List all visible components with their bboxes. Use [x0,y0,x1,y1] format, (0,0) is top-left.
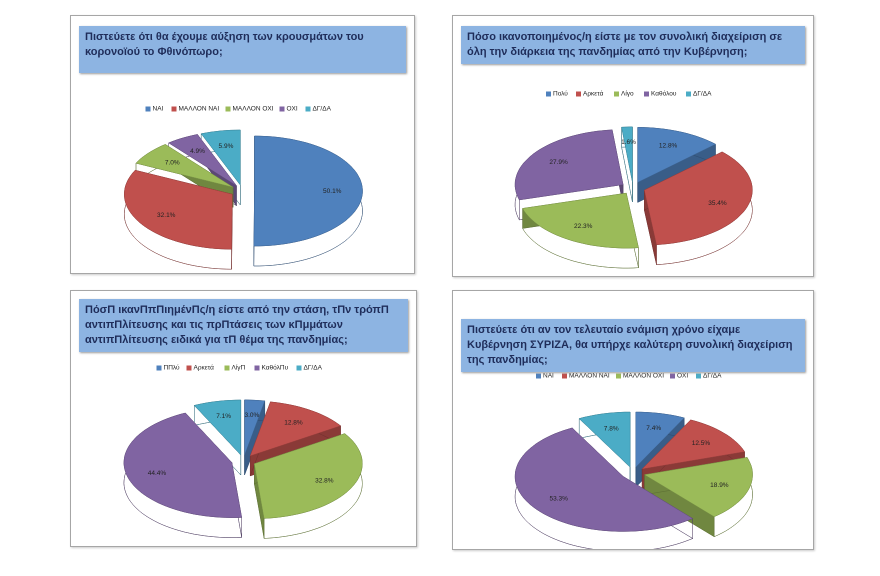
slice [644,151,753,245]
data-label: 18.9% [710,482,729,489]
data-label: 44.4% [148,470,167,477]
legend-swatch [562,373,567,379]
chart-panel: Πολύ Αρκετά Λίγο Καθόλου ΔΓ/ΔΑ 12.8% 35.4% 22.3… [452,15,814,277]
slice [249,401,342,457]
legend-swatch [224,365,230,371]
data-label: 32.8% [315,478,334,485]
slice [635,411,685,468]
legend-label: ΔΓ/ΔΑ [693,91,712,98]
slice [514,427,694,532]
data-label: 35.4% [708,200,727,207]
legend-swatch [670,373,675,379]
data-label: 7.1% [216,413,231,420]
data-label: 1.6% [621,139,636,146]
chart-panel: ΠΠλύ Αρκετά ΛίγΠ ΚαθόλΠυ ΔΓ/ΔΑ 3.0% 12.8% 32.8%… [70,290,417,547]
legend-swatch [696,373,701,379]
legend-label: ΔΓ/ΔΑ [313,106,332,113]
legend-label: ΠΠλύ [164,364,180,372]
data-label: 32.1% [157,212,176,219]
legend-label: ΜΑΛΛΟΝ ΟΧΙ [233,106,274,113]
slice [200,129,241,186]
legend-swatch [296,365,302,371]
legend-label: ΔΓ/ΔΑ [304,365,323,372]
legend-swatch [305,106,311,112]
slice [244,399,266,455]
legend-label: ΟΧΙ [677,373,688,380]
legend-label: ΔΓ/ΔΑ [703,373,722,380]
data-label: 12.5% [692,440,711,447]
legend-swatch [616,373,621,379]
data-label: 5.9% [219,143,234,150]
legend-swatch [186,365,192,371]
legend-swatch [171,106,177,112]
legend-swatch [279,106,285,112]
chart-panel: ΝΑΙ ΜΑΛΛΟΝ ΝΑΙ ΜΑΛΛΟΝ ΟΧΙ ΟΧΙ ΔΓ/ΔΑ 50.1% 32.1… [70,15,415,274]
slice [578,411,631,468]
legend-label: ΜΑΛΛΟΝ ΝΑΙ [179,106,220,113]
data-label: 7.0% [165,159,180,166]
legend-label: Λίγο [621,90,634,98]
data-label: 22.3% [574,223,593,230]
legend-label: ΚαθόλΠυ [262,364,289,372]
slice [124,169,233,250]
legend-label: Πολύ [553,90,568,98]
data-label: 12.8% [659,143,678,150]
legend-swatch [546,91,551,97]
slice [637,127,717,183]
legend-label: ΜΑΛΛΟΝ ΟΧΙ [623,373,664,380]
data-label: 7.8% [604,425,619,432]
chart: ΠΠλύ Αρκετά ΛίγΠ ΚαθόλΠυ ΔΓ/ΔΑ 3.0% 12.8% 32.8%… [123,364,363,539]
slice [135,144,234,188]
legend-swatch [686,91,691,97]
chart: ΝΑΙ ΜΑΛΛΟΝ ΝΑΙ ΜΑΛΛΟΝ ΟΧΙ ΟΧΙ ΔΓ/ΔΑ 50.1% 32.1… [124,106,363,270]
legend-label: Καθόλου [651,90,677,98]
legend-swatch [576,91,581,97]
legend-label: Αρκετά [583,90,604,98]
chart-title: ΠόσΠ ικανΠπΠιημένΠς/η είστε από την στάσ… [79,299,408,352]
legend-label: ΟΧΙ [287,106,298,113]
legend-swatch [536,373,541,379]
data-label: 12.8% [284,420,303,427]
legend-label: ΛίγΠ [232,364,246,372]
legend-label: Αρκετά [194,364,215,372]
slice [168,134,237,186]
data-label: 3.0% [245,412,260,419]
chart-title: Πόσο ικανοποιημένος/η είστε με τον συνολ… [461,26,805,64]
slice [254,433,363,519]
legend-swatch [225,106,231,112]
slice [253,135,363,247]
legend-swatch [644,91,649,97]
slice [643,457,753,517]
legend-swatch [254,365,260,371]
data-label: 4.9% [190,148,205,155]
legend-label: ΜΑΛΛΟΝ ΝΑΙ [569,373,610,380]
chart: Πολύ Αρκετά Λίγο Καθόλου ΔΓ/ΔΑ 12.8% 35.4% 22.3… [514,90,753,269]
chart-panel: ΝΑΙ ΜΑΛΛΟΝ ΝΑΙ ΜΑΛΛΟΝ ΟΧΙ ΟΧΙ ΔΓ/ΔΑ 7.4% 12.5%… [452,290,814,550]
slice [193,399,242,456]
data-label: 50.1% [323,188,342,195]
legend-label: ΝΑΙ [153,106,164,113]
chart-title: Πιστεύετε ότι θα έχουμε αύξηση των κρουσ… [79,26,406,73]
slice [621,126,633,182]
slice [522,192,639,249]
slice [514,129,624,201]
legend-label: ΝΑΙ [543,373,554,380]
legend-swatch [145,106,151,112]
data-label: 7.4% [646,425,661,432]
slice [123,412,242,518]
data-label: 53.3% [549,495,568,502]
chart: ΝΑΙ ΜΑΛΛΟΝ ΝΑΙ ΜΑΛΛΟΝ ΟΧΙ ΟΧΙ ΔΓ/ΔΑ 7.4% 12.5%… [514,373,753,549]
slice [641,419,746,470]
data-label: 27.9% [549,159,568,166]
legend-swatch [614,91,619,97]
legend-swatch [156,365,162,371]
chart-title: Πιστεύετε ότι αν τον τελευταίο ενάμιση χ… [461,319,805,372]
